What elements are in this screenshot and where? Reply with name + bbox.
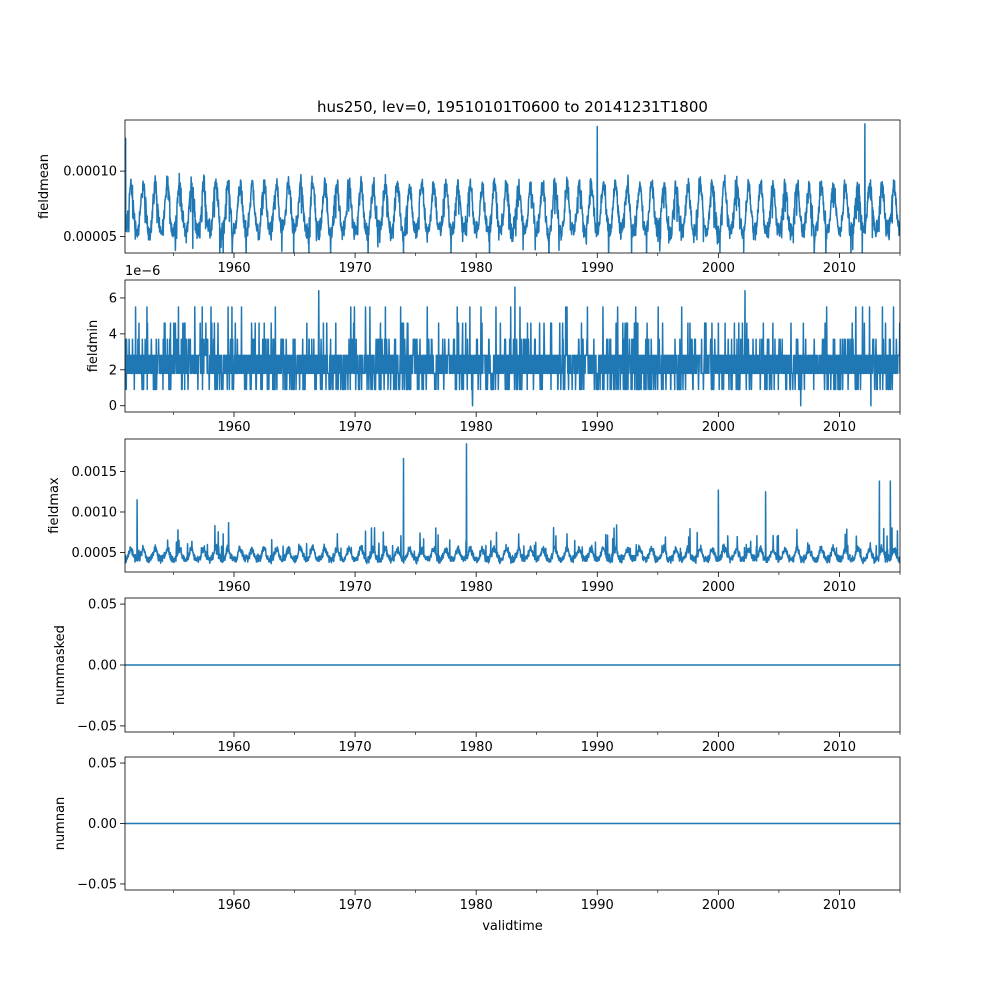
y-tick-label: −0.05: [77, 877, 117, 892]
x-tick-label: 1990: [581, 898, 614, 913]
y-tick-label: −0.05: [77, 719, 117, 734]
x-tick-label: 1970: [339, 420, 372, 435]
y-axis-label: numnan: [53, 797, 68, 851]
panel-fieldmean: 1960 1970 1980 1990 2000 2010 0.00005 0.00010 fi…: [37, 98, 901, 276]
series-line-fieldmin: [125, 286, 900, 407]
y-tick-label: 6: [109, 291, 117, 306]
series-line-fieldmax: [125, 443, 900, 565]
x-tick-label: 2010: [823, 740, 856, 755]
y-tick-label: 2: [109, 363, 117, 378]
x-tick-label: 2000: [702, 580, 735, 595]
x-tick-label: 1970: [339, 580, 372, 595]
y-tick-label: 0.00005: [63, 230, 117, 245]
x-tick-label: 1960: [217, 420, 250, 435]
y-tick-label: 0.0010: [72, 505, 118, 520]
y-axis-label: fieldmax: [47, 477, 62, 534]
y-axis-label: fieldmin: [86, 320, 101, 373]
x-tick-label: 2010: [823, 420, 856, 435]
y-tick-label: 0: [109, 399, 117, 414]
y-axis-label: nummasked: [53, 625, 68, 705]
axes-frame: [124, 279, 901, 413]
x-tick-label: 1970: [339, 740, 372, 755]
x-axis-label: validtime: [482, 919, 543, 934]
x-tick-label: 1960: [217, 740, 250, 755]
y-tick-label: 4: [109, 327, 117, 342]
x-tick-label: 1980: [460, 898, 493, 913]
y-tick-label: 0.00: [88, 817, 117, 832]
x-tick-label: 1960: [217, 898, 250, 913]
y-tick-label: 0.0015: [72, 465, 118, 480]
panel-fieldmin: 1960 1970 1980 1990 2000 2010 0 2 4 6 1e−6 fieldmin: [86, 264, 901, 435]
x-tick-label: 1980: [460, 261, 493, 276]
panel-numnan: 1960 1970 1980 1990 2000 2010 −0.05 0.00 0.05 num…: [53, 757, 901, 934]
x-tick-label: 1970: [339, 898, 372, 913]
panel-fieldmax: 1960 1970 1980 1990 2000 2010 0.0005 0.0010 0.00…: [47, 438, 901, 595]
x-tick-label: 1980: [460, 420, 493, 435]
x-tick-label: 1960: [217, 580, 250, 595]
axes-frame: [124, 438, 901, 573]
x-tick-label: 2000: [702, 261, 735, 276]
y-tick-label: 0.0005: [72, 546, 118, 561]
x-tick-label: 2010: [823, 898, 856, 913]
x-tick-label: 2000: [702, 740, 735, 755]
y-offset-label: 1e−6: [125, 264, 160, 279]
x-tick-label: 2000: [702, 898, 735, 913]
x-tick-label: 1990: [581, 420, 614, 435]
x-tick-label: 2010: [823, 580, 856, 595]
y-tick-label: 0.00: [88, 659, 117, 674]
x-tick-label: 1970: [339, 261, 372, 276]
x-tick-label: 1960: [217, 261, 250, 276]
panel-nummasked: 1960 1970 1980 1990 2000 2010 −0.05 0.00 0.05 num…: [53, 598, 901, 755]
y-tick-label: 0.00010: [63, 165, 117, 180]
y-tick-label: 0.05: [88, 757, 117, 772]
chart-title: hus250, lev=0, 19510101T0600 to 20141231…: [317, 98, 708, 116]
y-tick-label: 0.05: [88, 598, 117, 613]
x-tick-label: 2000: [702, 420, 735, 435]
axes-frame: [124, 119, 901, 254]
x-tick-label: 1990: [581, 580, 614, 595]
y-axis-label: fieldmean: [37, 154, 52, 219]
x-tick-label: 1990: [581, 740, 614, 755]
x-tick-label: 1980: [460, 740, 493, 755]
series-line-fieldmean: [125, 123, 900, 253]
x-tick-label: 2010: [823, 261, 856, 276]
x-tick-label: 1980: [460, 580, 493, 595]
x-tick-label: 1990: [581, 261, 614, 276]
